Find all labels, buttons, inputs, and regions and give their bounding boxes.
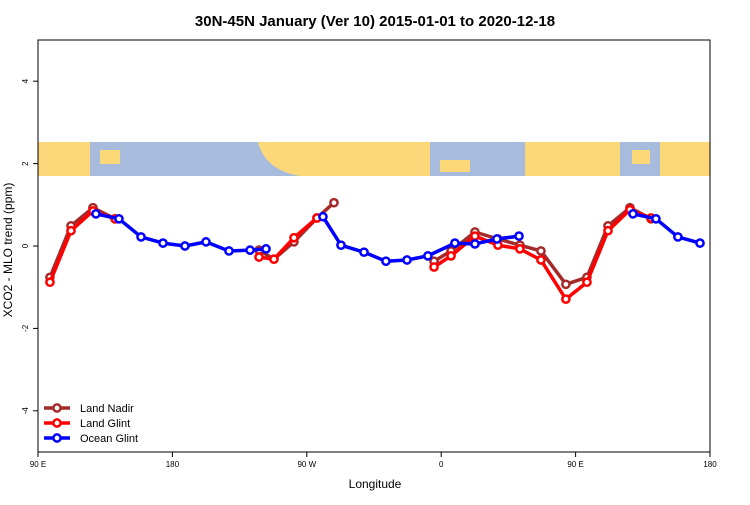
point <box>470 231 480 241</box>
x-axis-label: Longitude <box>349 477 402 491</box>
x-tick-label: 90 E <box>30 460 46 469</box>
legend-label: Land Glint <box>80 418 130 430</box>
point <box>381 256 391 267</box>
world-map-strip <box>38 142 710 176</box>
point <box>651 213 661 224</box>
point <box>423 251 433 261</box>
point <box>603 225 613 236</box>
point <box>136 232 146 242</box>
x-tick-label: 90 W <box>297 460 316 469</box>
y-tick-label: -4 <box>21 407 30 415</box>
y-tick-label: -2 <box>21 324 30 332</box>
point <box>261 244 271 254</box>
x-tick-label: 90 E <box>567 460 583 469</box>
point <box>359 247 369 258</box>
point <box>561 279 571 290</box>
point <box>114 213 124 224</box>
point <box>180 241 190 251</box>
plot-frame <box>37 39 711 453</box>
point <box>45 277 55 288</box>
point <box>695 238 705 248</box>
point <box>470 239 480 249</box>
point <box>269 254 279 265</box>
point <box>158 238 168 248</box>
x-tick-label: 180 <box>166 460 180 469</box>
y-tick-label: 2 <box>21 161 30 166</box>
point <box>245 245 255 255</box>
legend-marker <box>52 403 62 413</box>
point <box>446 251 456 261</box>
point <box>91 209 101 219</box>
legend-marker <box>52 433 62 443</box>
legend-marker <box>52 418 62 428</box>
point <box>561 294 571 304</box>
point <box>492 234 502 244</box>
point <box>402 255 412 265</box>
x-tick-label: 0 <box>439 460 444 469</box>
series-line <box>48 207 652 301</box>
point <box>515 244 525 254</box>
point <box>429 262 439 272</box>
point <box>536 255 546 265</box>
point <box>201 237 211 247</box>
point <box>254 252 264 262</box>
point <box>224 246 234 256</box>
point <box>582 277 592 288</box>
series-line <box>95 212 701 263</box>
point <box>536 246 546 256</box>
x-tick-label: 180 <box>703 460 717 469</box>
chart-title: 30N-45N January (Ver 10) 2015-01-01 to 2… <box>195 13 555 30</box>
point <box>336 240 346 251</box>
point <box>450 238 460 248</box>
y-tick-label: 0 <box>21 243 30 248</box>
y-tick-label: 4 <box>21 78 30 83</box>
point <box>318 211 328 222</box>
point <box>514 231 524 241</box>
y-axis-label: XCO2 - MLO trend (ppm) <box>1 183 15 318</box>
point <box>66 225 76 236</box>
series-line <box>48 201 652 287</box>
point <box>329 197 339 208</box>
point <box>289 232 299 243</box>
point <box>628 209 638 219</box>
point <box>673 232 683 242</box>
legend-label: Ocean Glint <box>80 433 138 445</box>
legend-label: Land Nadir <box>80 403 134 415</box>
